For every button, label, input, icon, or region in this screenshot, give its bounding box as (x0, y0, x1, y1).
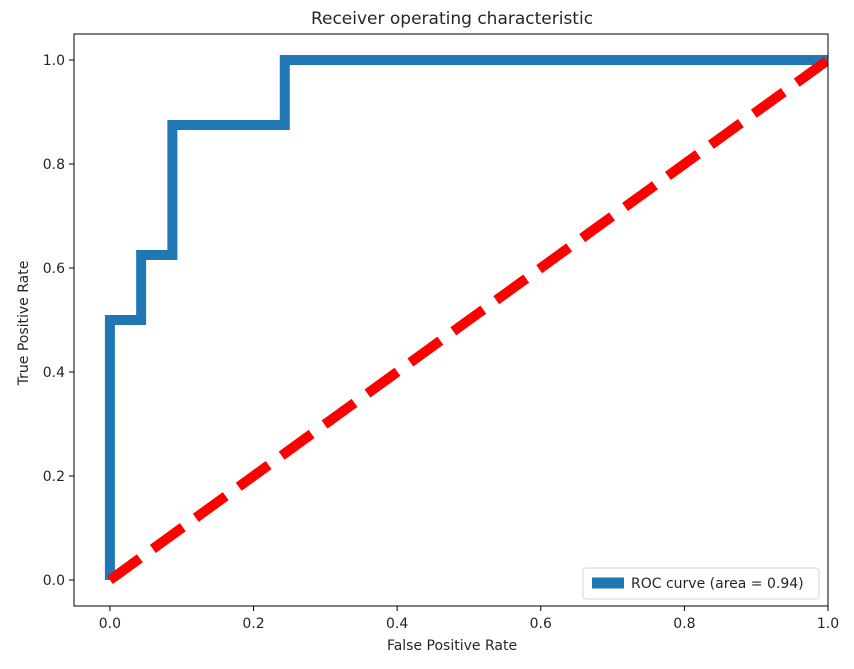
x-tick-label: 0.8 (673, 616, 695, 632)
x-tick-label: 0.4 (386, 616, 408, 632)
y-axis-label: True Positive Rate (16, 261, 32, 387)
x-tick-label: 0.2 (242, 616, 264, 632)
plot-area (73, 33, 829, 607)
y-tick-label: 0.0 (43, 573, 65, 589)
y-tick-label: 1.0 (43, 53, 65, 69)
y-tick-label: 0.8 (43, 157, 65, 173)
legend-label-roc-curve: ROC curve (area = 0.94) (631, 576, 804, 592)
y-tick-label: 0.2 (43, 469, 65, 485)
x-axis-ticks: 0.0 0.2 0.4 0.6 0.8 1.0 (99, 606, 839, 632)
roc-curve-line (104, 55, 828, 580)
x-tick-label: 0.6 (530, 616, 552, 632)
x-tick-label: 0.0 (99, 616, 121, 632)
chart-title: Receiver operating characteristic (311, 9, 593, 29)
y-tick-label: 0.6 (43, 261, 65, 277)
x-tick-label: 1.0 (817, 616, 839, 632)
y-tick-label: 0.4 (43, 365, 65, 381)
plot-frame (73, 33, 829, 607)
legend: ROC curve (area = 0.94) (582, 567, 820, 600)
y-axis-ticks: 0.0 0.2 0.4 0.6 0.8 1.0 (43, 53, 74, 589)
legend-box (582, 567, 820, 600)
x-axis-label: False Positive Rate (387, 638, 517, 654)
chance-diagonal-line (106, 55, 828, 585)
